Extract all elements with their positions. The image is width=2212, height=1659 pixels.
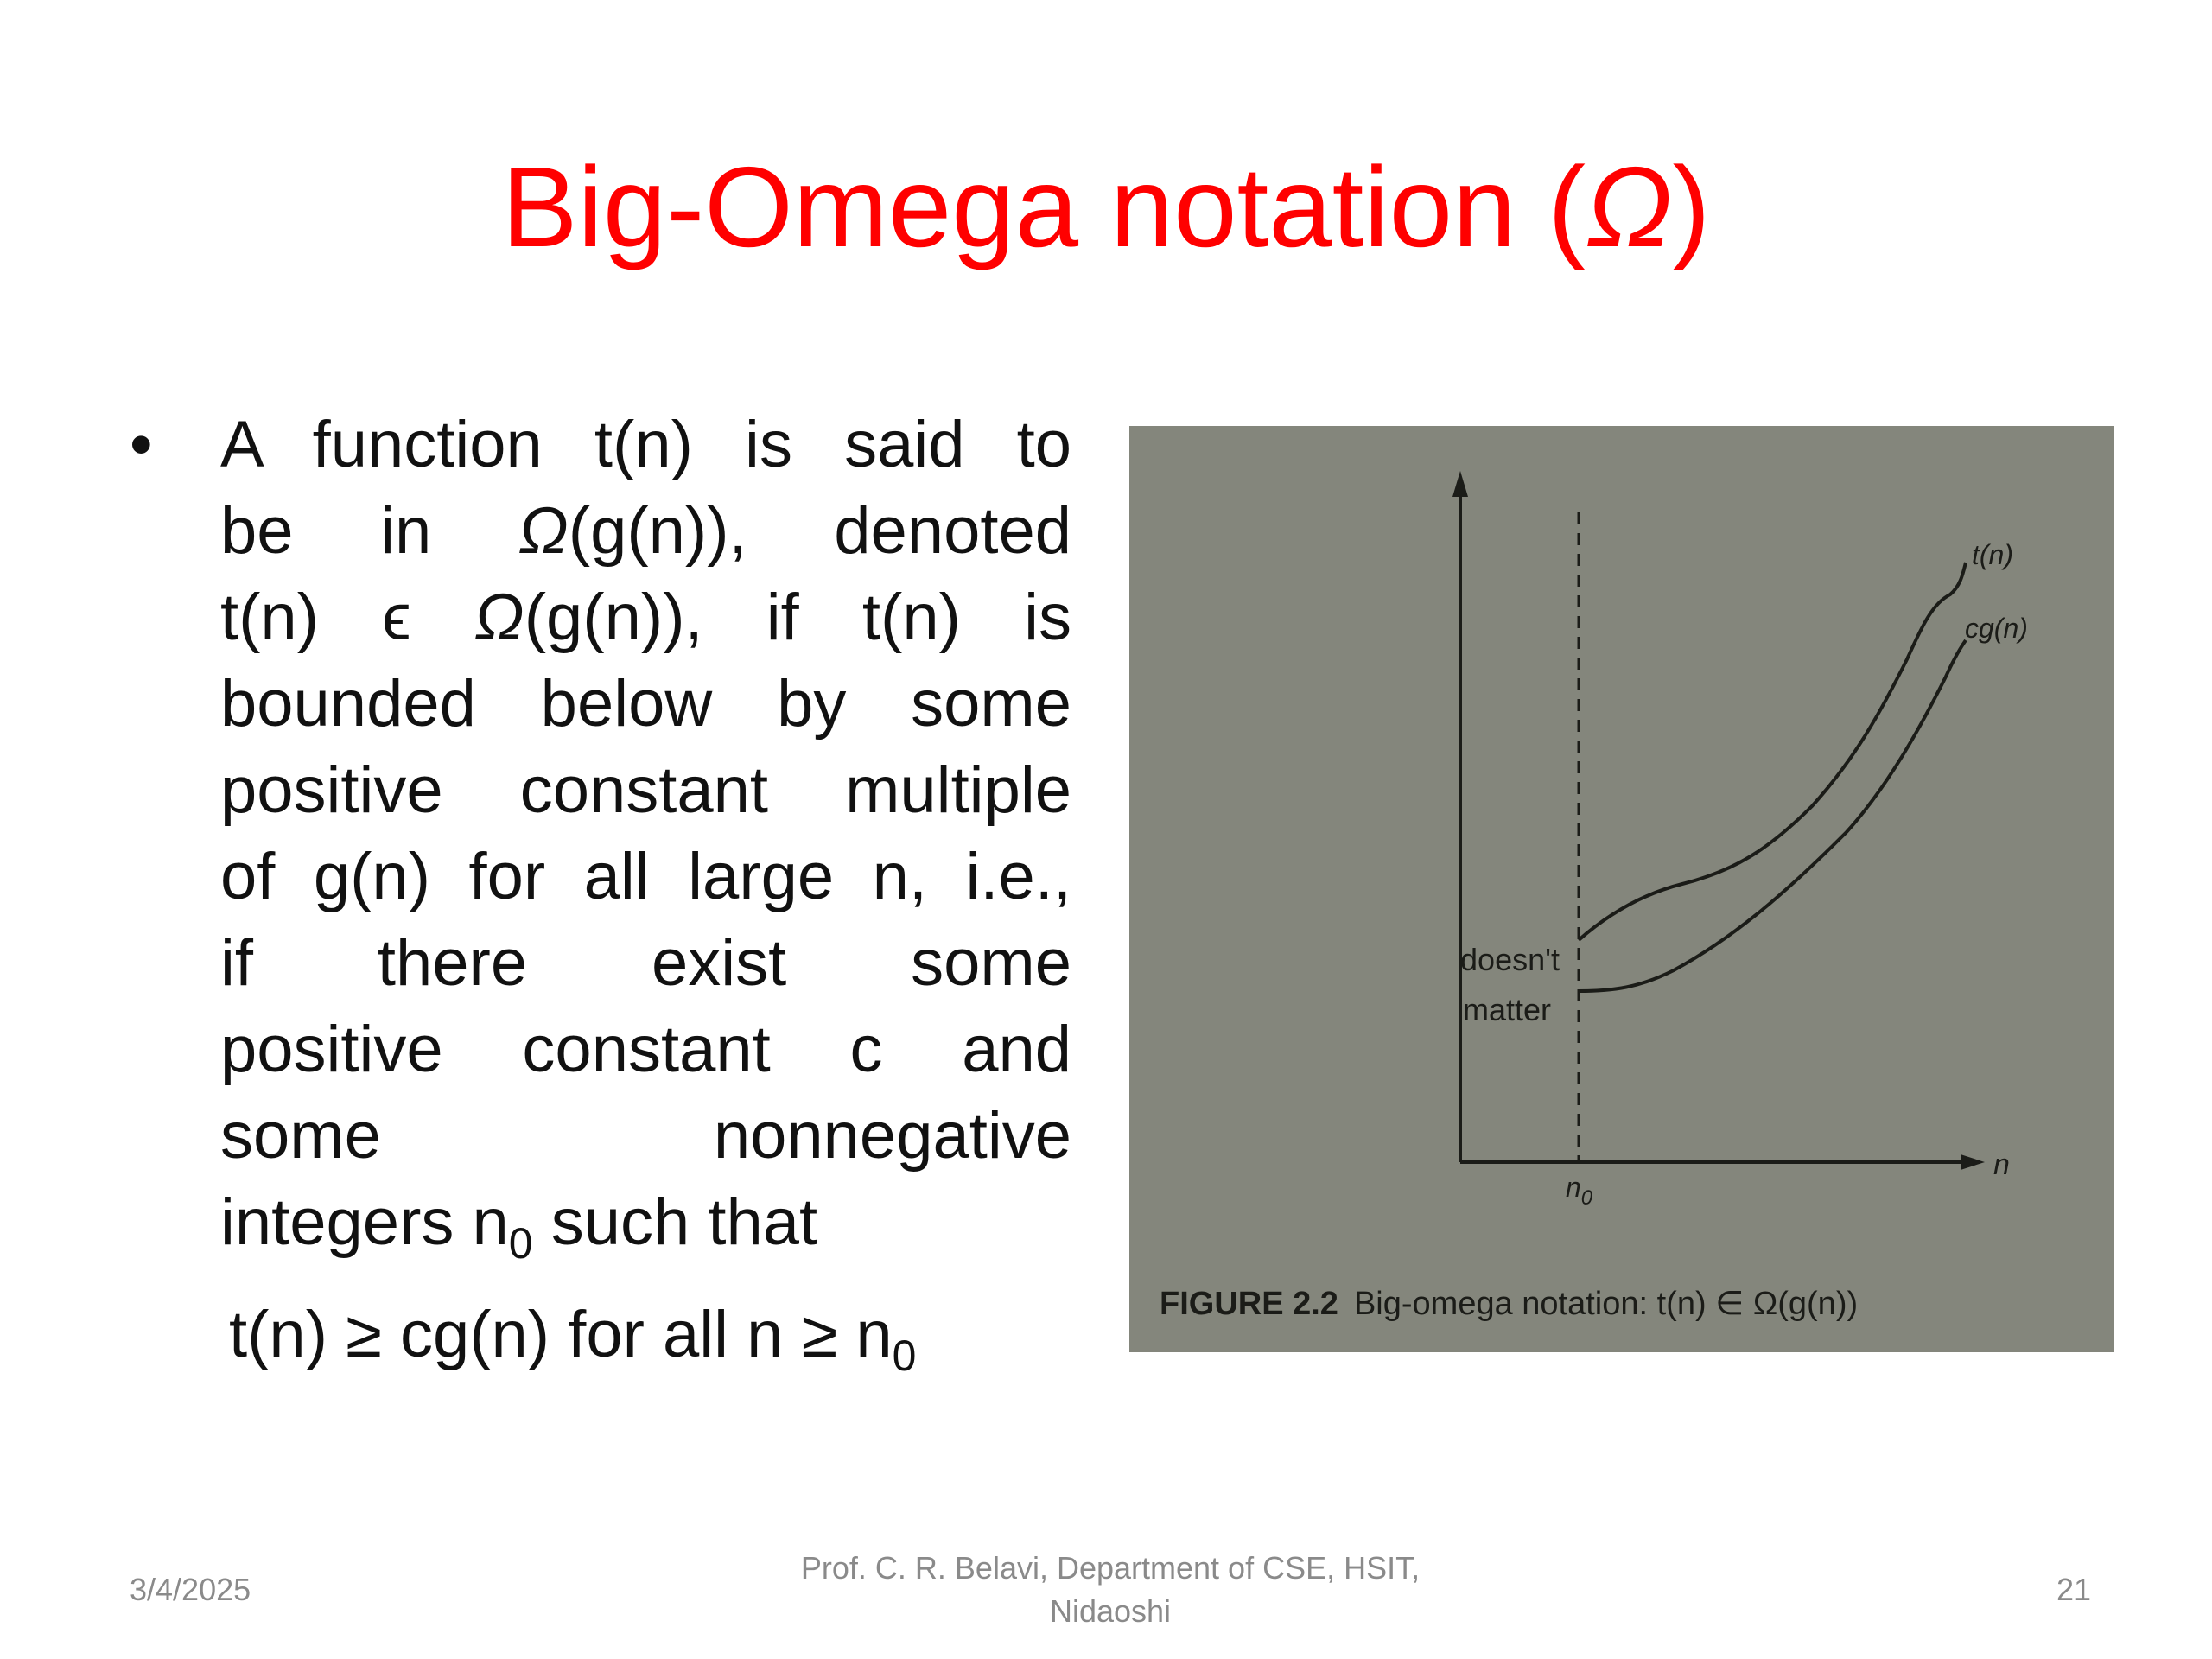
figure-background xyxy=(1129,426,2114,1352)
bullet-line-5: positive constant multiple xyxy=(220,753,1071,827)
bullet-paragraph: A function t(n) is said to be in Ω(g(n))… xyxy=(220,402,1071,1287)
n0-tick-label: n0 xyxy=(1566,1172,1593,1210)
footer-author-line-2: Nidaoshi xyxy=(1049,1593,1172,1629)
cgn-label: cg(n) xyxy=(1965,613,2028,644)
footer-date: 3/4/2025 xyxy=(130,1572,251,1607)
bullet-line-7: if there exist some xyxy=(220,926,1071,1000)
bullet-line-8: positive constant c and xyxy=(220,1013,1071,1086)
bullet-line-1: A function t(n) is said to xyxy=(220,408,1071,481)
tn-curve xyxy=(1577,562,1967,942)
title-close: ) xyxy=(1672,143,1711,270)
n-axis-label: n xyxy=(1993,1148,2010,1181)
title-omega-symbol: Ω xyxy=(1586,143,1673,270)
bullet-line-6: of g(n) for all large n, i.e., xyxy=(220,840,1071,913)
matter-label: matter xyxy=(1463,992,1551,1027)
bullet-line-10: integers n0 such that xyxy=(220,1185,818,1268)
figure-caption: FIGURE 2.2 Big-omega notation: t(n) ∈ Ω(g… xyxy=(1160,1286,1858,1322)
figure-caption-text: Big-omega notation: t(n) ∈ Ω(g(n)) xyxy=(1354,1286,1858,1322)
bullet-line-4: bounded below by some xyxy=(220,667,1071,741)
tn-label: t(n) xyxy=(1972,539,2013,570)
footer-page-number: 21 xyxy=(2056,1572,2091,1607)
figure-photo: t(n) cg(n) doesn't matter n n0 FIGURE 2.… xyxy=(1129,426,2114,1352)
bullet-text-block: • A function t(n) is said to be in Ω(g(n… xyxy=(130,402,1071,1399)
cgn-curve xyxy=(1578,639,1967,993)
bullet-line-3: t(n) ϵ Ω(g(n)), if t(n) is xyxy=(220,581,1071,654)
condition-formula: t(n) ≥ cg(n) for all n ≥ n0 xyxy=(229,1298,917,1380)
title-text: Big-Omega notation ( xyxy=(501,143,1586,270)
bullet-item: • A function t(n) is said to be in Ω(g(n… xyxy=(130,402,1071,1287)
y-axis-arrow-icon xyxy=(1452,471,1468,497)
bullet-line-9: some nonnegative xyxy=(220,1099,1071,1173)
slide-title: Big-Omega notation (Ω) xyxy=(0,138,2212,276)
bullet-line-2: be in Ω(g(n)), denoted xyxy=(220,494,1071,568)
footer-author-line-1: Prof. C. R. Belavi, Department of CSE, H… xyxy=(800,1550,1421,1586)
figure-graph: t(n) cg(n) doesn't matter n n0 FIGURE 2.… xyxy=(1129,426,2114,1352)
x-axis-arrow-icon xyxy=(1961,1154,1985,1170)
figure-caption-bold: FIGURE 2.2 xyxy=(1160,1286,1338,1322)
footer-author: Prof. C. R. Belavi, Department of CSE, H… xyxy=(760,1547,1460,1633)
bullet-dot-icon: • xyxy=(130,408,153,481)
doesnt-label: doesn't xyxy=(1460,942,1560,977)
